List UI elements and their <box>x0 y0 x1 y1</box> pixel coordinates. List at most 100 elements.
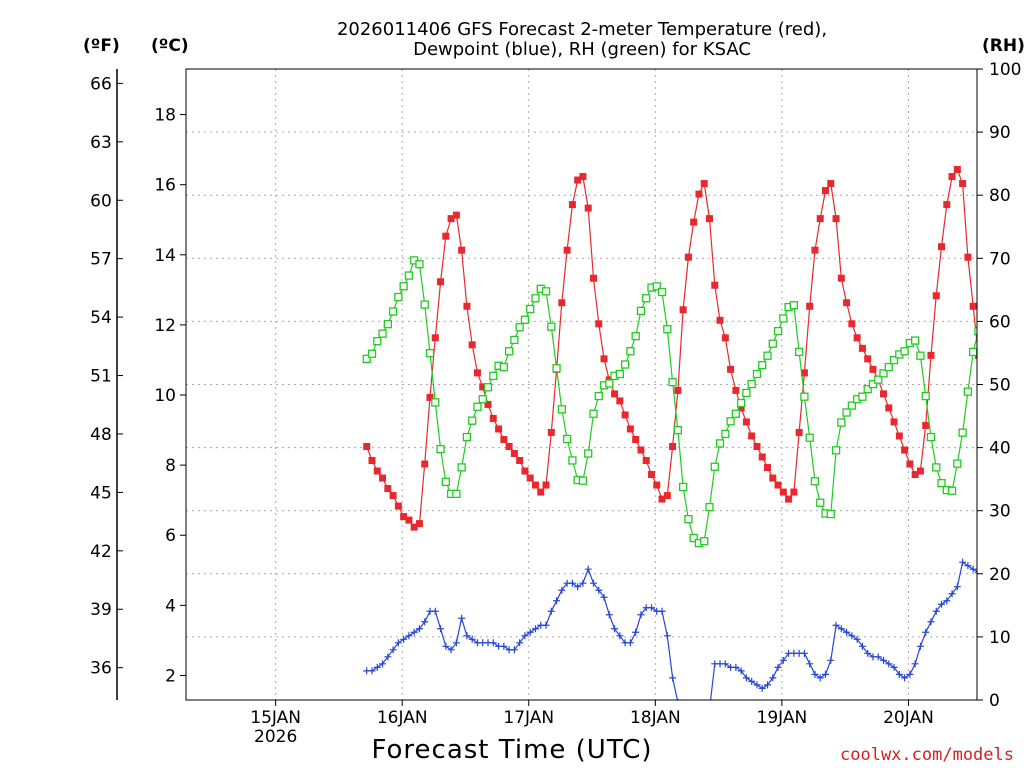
dewpoint-point <box>568 579 576 587</box>
dewpoint-point <box>769 674 777 682</box>
dewpoint-point <box>848 632 856 640</box>
temperature-point <box>758 453 766 461</box>
dewpoint-point <box>410 628 418 636</box>
dewpoint-point <box>405 632 413 640</box>
temperature-point <box>479 383 487 391</box>
temperature-point <box>742 418 750 426</box>
dewpoint-point <box>584 565 592 573</box>
temperature-point <box>653 481 661 489</box>
temperature-point <box>790 488 798 496</box>
rh-tick-label: 60 <box>989 312 1011 332</box>
dewpoint-point <box>579 579 587 587</box>
dewpoint-point <box>553 597 561 605</box>
dewpoint-point <box>510 646 518 654</box>
fahrenheit-tick-label: 66 <box>90 74 112 94</box>
temperature-point <box>531 481 539 489</box>
temperature-point <box>447 215 455 223</box>
temperature-point <box>927 351 935 359</box>
relative-humidity-point <box>578 476 588 485</box>
dewpoint-point <box>837 625 845 633</box>
temperature-point <box>521 467 529 475</box>
dewpoint-point <box>906 670 914 678</box>
temperature-point <box>969 302 977 310</box>
rh-tick-label: 30 <box>989 502 1011 522</box>
relative-humidity-point <box>768 339 777 348</box>
dewpoint-point <box>737 667 745 675</box>
temperature-point <box>579 173 587 181</box>
temperature-point <box>516 457 524 465</box>
relative-humidity-point <box>842 408 851 417</box>
relative-humidity-point <box>462 432 472 442</box>
fahrenheit-tick-label: 63 <box>90 133 112 153</box>
temperature-point <box>400 513 408 521</box>
temperature-point <box>526 474 534 482</box>
x-tick-sublabel: 2026 <box>254 727 297 747</box>
relative-humidity-point <box>404 271 414 280</box>
dewpoint-point <box>806 660 814 668</box>
temperature-point <box>621 411 629 419</box>
relative-humidity-point <box>773 326 783 336</box>
temperature-point <box>848 320 856 328</box>
relative-humidity-point <box>969 347 977 357</box>
temperature-point <box>716 316 724 324</box>
dewpoint-point <box>415 625 423 633</box>
temperature-point <box>595 320 603 328</box>
dewpoint-point <box>632 628 640 636</box>
relative-humidity-point <box>388 307 398 316</box>
relative-humidity-point <box>826 509 835 519</box>
relative-humidity-point <box>373 337 382 346</box>
x-tick-label: 19JAN <box>757 708 808 728</box>
fahrenheit-tick-label: 60 <box>90 191 112 211</box>
temperature-point <box>542 481 550 489</box>
relative-humidity-point <box>425 349 435 358</box>
relative-humidity-point <box>557 405 566 414</box>
dewpoint-point <box>753 681 761 689</box>
relative-humidity-point <box>742 388 751 398</box>
x-tick-label: 18JAN <box>630 708 681 728</box>
temperature-point <box>415 520 423 528</box>
dewpoint-point <box>400 635 408 643</box>
temperature-point <box>690 218 698 226</box>
dewpoint-point <box>901 674 909 682</box>
relative-humidity-point <box>700 537 709 546</box>
temperature-point <box>869 365 877 373</box>
relative-humidity-point <box>568 456 577 465</box>
dewpoint-point <box>589 579 597 587</box>
celsius-tick-label: 18 <box>154 106 176 126</box>
relative-humidity-point <box>884 362 893 372</box>
relative-humidity-point <box>805 433 814 442</box>
temperature-point <box>837 274 845 282</box>
relative-humidity-point <box>562 434 572 444</box>
relative-humidity-point <box>921 391 930 401</box>
temperature-point <box>700 180 708 188</box>
x-tick-label: 17JAN <box>503 708 554 728</box>
relative-humidity-point <box>636 306 646 316</box>
dewpoint-point <box>547 607 555 615</box>
series-layer <box>362 166 977 700</box>
dewpoint-point <box>542 621 550 629</box>
temperature-point <box>843 299 851 307</box>
temperature-point <box>426 393 434 401</box>
dewpoint-point <box>764 681 771 689</box>
relative-humidity-point <box>473 402 482 411</box>
rh-tick-label: 10 <box>989 628 1011 648</box>
temperature-point <box>800 369 808 377</box>
relative-humidity-point <box>710 462 719 471</box>
fahrenheit-tick-label: 39 <box>90 600 112 620</box>
relative-humidity-point <box>657 287 667 297</box>
celsius-axis-unit: (ºC) <box>151 36 189 56</box>
temperature-point <box>473 369 481 377</box>
temperature-point <box>938 243 946 251</box>
dewpoint-point <box>463 632 471 640</box>
rh-tick-label: 20 <box>989 565 1011 585</box>
relative-humidity-point <box>526 304 535 314</box>
dewpoint-point <box>516 639 524 647</box>
temperature-point <box>732 386 740 394</box>
dewpoint-point <box>452 639 460 647</box>
dewpoint-point <box>779 656 787 664</box>
temperature-point <box>669 442 677 450</box>
relative-humidity-point <box>747 379 756 389</box>
temperature-point <box>410 523 418 531</box>
rh-tick-label: 0 <box>989 691 1000 711</box>
dewpoint-point <box>384 653 392 661</box>
